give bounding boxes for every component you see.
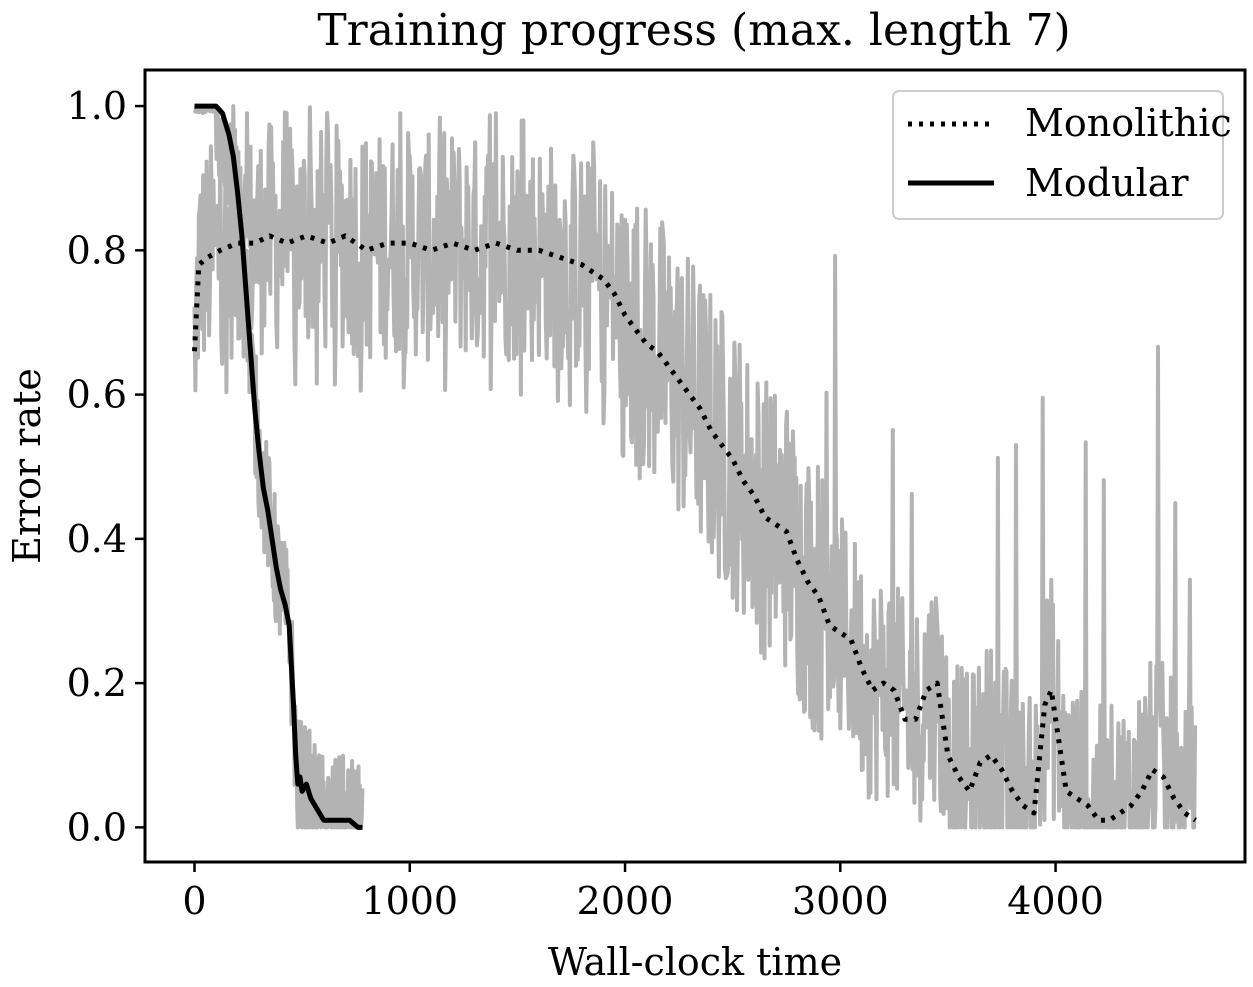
- y-axis-ticks: 0.0 0.2 0.4 0.6 0.8 1.0: [67, 84, 145, 849]
- raw-trace-modular: [192, 104, 365, 830]
- raw-noise-layer: [192, 104, 1198, 830]
- legend-monolithic-label: Monolithic: [1025, 101, 1232, 145]
- x-tick-label: 4000: [1007, 879, 1104, 923]
- x-tick-label: 1000: [361, 879, 458, 923]
- plot-frame: [143, 68, 1247, 864]
- x-tick-label: 2000: [577, 879, 674, 923]
- legend-modular-label: Modular: [1025, 161, 1189, 205]
- series-line-monolithic: [192, 233, 1197, 823]
- x-axis-ticks: 0 1000 2000 3000 4000: [182, 862, 1104, 923]
- smoothed-lines-layer: [192, 103, 1197, 830]
- y-tick-label: 0.4: [67, 517, 127, 561]
- legend: Monolithic Modular: [892, 90, 1232, 220]
- y-tick-label: 0.8: [67, 228, 127, 272]
- y-tick-label: 0.6: [67, 373, 127, 417]
- y-tick-label: 0.2: [67, 661, 127, 705]
- y-axis-label: Error rate: [5, 368, 49, 564]
- raw-trace-monolithic: [192, 105, 1198, 830]
- x-axis-label: Wall-clock time: [548, 940, 842, 984]
- chart-title: Training progress (max. length 7): [317, 5, 1070, 56]
- series-line-modular: [194, 103, 363, 830]
- y-tick-label: 0.0: [67, 805, 127, 849]
- x-tick-label: 0: [182, 879, 206, 923]
- x-tick-label: 3000: [792, 879, 889, 923]
- y-tick-label: 1.0: [67, 84, 127, 128]
